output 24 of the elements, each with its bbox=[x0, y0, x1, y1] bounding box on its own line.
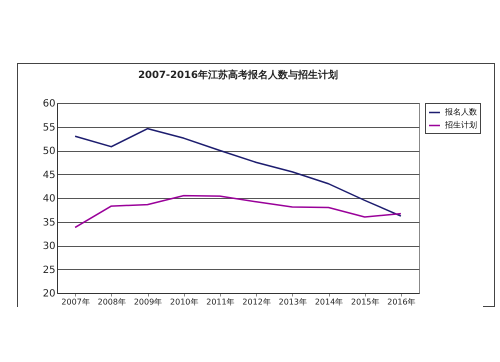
y-tick-label: 40 bbox=[42, 194, 56, 204]
x-tick-label: 2012年 bbox=[242, 298, 271, 306]
y-tick-label: 35 bbox=[42, 217, 56, 228]
x-tick-label: 2007年 bbox=[61, 298, 90, 306]
x-tick-label: 2010年 bbox=[170, 298, 198, 306]
x-tick-label: 2013年 bbox=[278, 298, 307, 306]
legend-label: 招生计划 bbox=[444, 120, 477, 130]
x-tick-label: 2009年 bbox=[134, 298, 162, 306]
y-tick-label: 50 bbox=[42, 146, 56, 157]
y-tick-label: 45 bbox=[42, 170, 56, 181]
line-series bbox=[74, 128, 402, 217]
y-tick-label: 55 bbox=[42, 122, 56, 134]
y-tick-label: 60 bbox=[42, 98, 56, 110]
x-tick-label: 2011年 bbox=[206, 298, 235, 306]
y-tick-label: 20 bbox=[42, 288, 56, 300]
legend-label: 报名人数 bbox=[444, 108, 477, 116]
line-series bbox=[74, 194, 402, 228]
y-tick-label: 25 bbox=[42, 264, 56, 276]
x-tick-label: 2014年 bbox=[314, 298, 344, 306]
y-tick-label: 30 bbox=[42, 241, 56, 252]
x-tick-label: 2008年 bbox=[98, 298, 126, 306]
x-tick-label: 2015年 bbox=[351, 298, 380, 306]
x-tick-label: 2016年 bbox=[387, 298, 416, 306]
chart-title: 2007-2016年江苏高考报名人数与招生计划 bbox=[138, 69, 338, 81]
